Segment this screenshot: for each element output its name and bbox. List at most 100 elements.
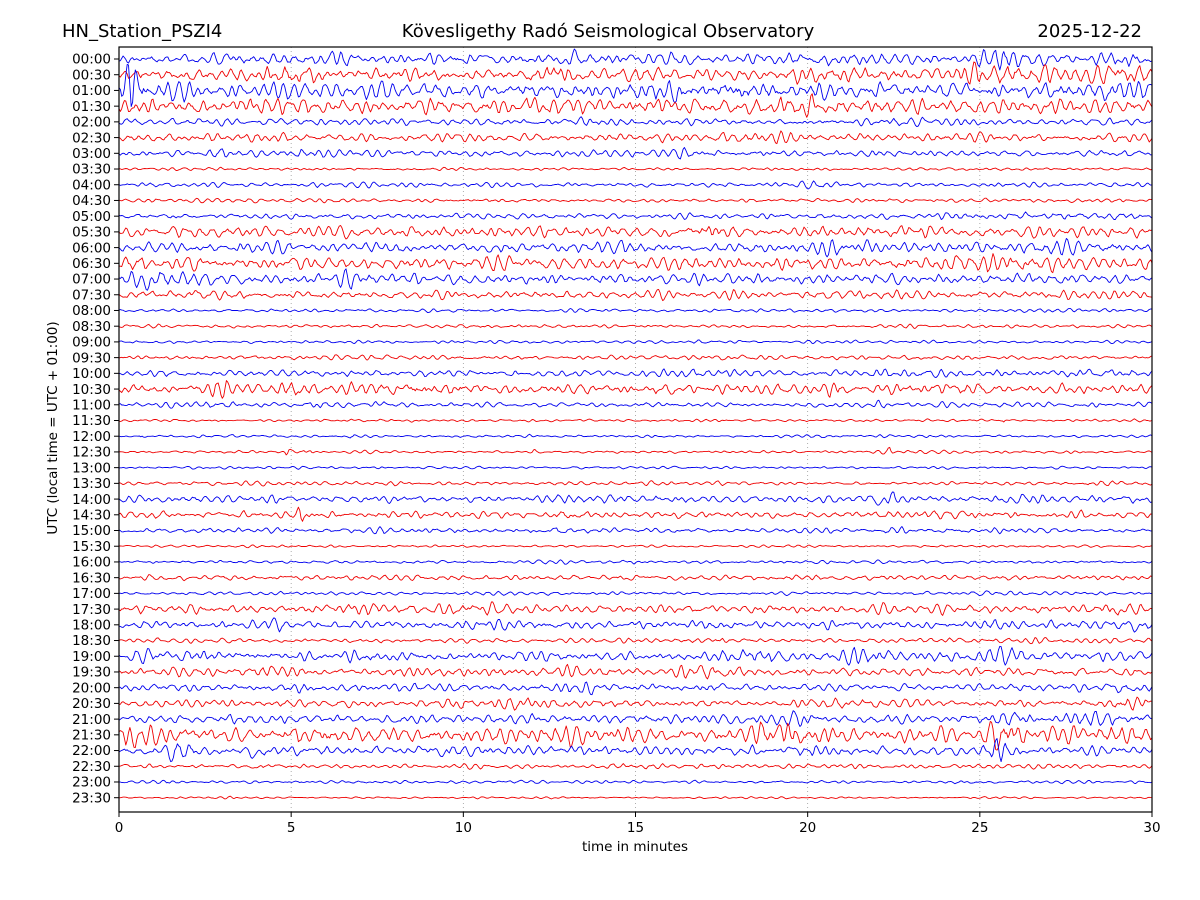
- trace-16:30: [118, 574, 1153, 582]
- row-label-12:30: 12:30: [72, 445, 111, 461]
- x-tick-label-25: 25: [971, 820, 988, 836]
- trace-03:00: [118, 147, 1153, 160]
- row-label-04:30: 04:30: [72, 193, 111, 209]
- row-label-22:00: 22:00: [72, 743, 111, 759]
- trace-18:30: [118, 637, 1153, 645]
- row-label-00:00: 00:00: [72, 52, 111, 68]
- row-label-21:30: 21:30: [72, 728, 111, 744]
- row-label-08:00: 08:00: [72, 303, 111, 319]
- row-label-11:30: 11:30: [72, 413, 111, 429]
- trace-22:30: [118, 763, 1153, 770]
- plot-frame: [118, 46, 1153, 813]
- x-tick-label-0: 0: [115, 820, 124, 836]
- trace-12:00: [118, 433, 1153, 439]
- trace-05:00: [118, 211, 1153, 220]
- row-label-15:30: 15:30: [72, 539, 111, 555]
- row-label-10:00: 10:00: [72, 366, 111, 382]
- trace-23:00: [118, 779, 1153, 785]
- trace-01:00: [118, 63, 1153, 107]
- row-label-10:30: 10:30: [72, 382, 111, 398]
- x-axis-label: time in minutes: [582, 839, 688, 855]
- trace-11:30: [118, 418, 1153, 423]
- trace-18:00: [118, 617, 1153, 633]
- row-label-08:30: 08:30: [72, 319, 111, 335]
- trace-08:30: [118, 323, 1153, 329]
- row-label-23:00: 23:00: [72, 775, 111, 791]
- x-tick-label-15: 15: [627, 820, 644, 836]
- trace-04:00: [118, 180, 1153, 190]
- trace-22:00: [118, 738, 1153, 763]
- row-label-12:00: 12:00: [72, 429, 111, 445]
- axis-layer: 0 5 10 15 20 25 30 00:0000:3001:0001:3002:0002:…: [72, 46, 1161, 836]
- trace-08:00: [118, 307, 1153, 313]
- x-tick-label-5: 5: [287, 820, 296, 836]
- trace-13:00: [118, 465, 1153, 470]
- trace-14:00: [118, 491, 1153, 506]
- x-tick-label-30: 30: [1143, 820, 1160, 836]
- trace-07:00: [118, 268, 1153, 291]
- x-tick-label-10: 10: [455, 820, 472, 836]
- trace-00:30: [118, 61, 1153, 85]
- row-label-19:30: 19:30: [72, 665, 111, 681]
- row-label-06:00: 06:00: [72, 240, 111, 256]
- trace-06:00: [118, 237, 1153, 258]
- trace-03:30: [118, 166, 1153, 172]
- row-label-05:30: 05:30: [72, 225, 111, 241]
- trace-17:00: [118, 590, 1153, 597]
- trace-layer: [118, 48, 1153, 800]
- row-label-13:00: 13:00: [72, 460, 111, 476]
- row-label-16:00: 16:00: [72, 555, 111, 571]
- y-axis-label: UTC (local time = UTC + 01:00): [45, 321, 61, 534]
- row-label-07:30: 07:30: [72, 287, 111, 303]
- trace-19:30: [118, 663, 1153, 680]
- row-label-17:00: 17:00: [72, 586, 111, 602]
- row-label-13:30: 13:30: [72, 476, 111, 492]
- trace-01:30: [118, 93, 1153, 118]
- trace-09:30: [118, 354, 1153, 361]
- observatory-title: Kövesligethy Radó Seismological Observat…: [402, 21, 815, 42]
- row-label-09:00: 09:00: [72, 335, 111, 351]
- row-label-18:00: 18:00: [72, 618, 111, 634]
- row-label-00:30: 00:30: [72, 67, 111, 83]
- trace-05:30: [118, 225, 1153, 240]
- trace-15:30: [118, 544, 1153, 549]
- trace-16:00: [118, 559, 1153, 565]
- trace-21:30: [118, 721, 1153, 751]
- row-label-22:30: 22:30: [72, 759, 111, 775]
- row-label-21:00: 21:00: [72, 712, 111, 728]
- row-label-17:30: 17:30: [72, 602, 111, 618]
- trace-10:30: [118, 380, 1153, 399]
- trace-10:00: [118, 368, 1153, 379]
- trace-04:30: [118, 197, 1153, 204]
- row-label-19:00: 19:00: [72, 649, 111, 665]
- station-title: HN_Station_PSZI4: [62, 21, 222, 42]
- trace-21:00: [118, 710, 1153, 727]
- trace-14:30: [118, 506, 1153, 522]
- row-label-16:30: 16:30: [72, 570, 111, 586]
- row-label-11:00: 11:00: [72, 397, 111, 413]
- trace-15:00: [118, 526, 1153, 535]
- row-label-01:00: 01:00: [72, 83, 111, 99]
- trace-12:30: [118, 446, 1153, 456]
- row-label-09:30: 09:30: [72, 350, 111, 366]
- trace-02:00: [118, 116, 1153, 128]
- row-label-06:30: 06:30: [72, 256, 111, 272]
- row-label-20:30: 20:30: [72, 696, 111, 712]
- row-label-18:30: 18:30: [72, 633, 111, 649]
- trace-17:30: [118, 601, 1153, 616]
- row-label-05:00: 05:00: [72, 209, 111, 225]
- row-label-20:00: 20:00: [72, 680, 111, 696]
- date-title: 2025-12-22: [1037, 21, 1142, 42]
- trace-20:30: [118, 696, 1153, 711]
- trace-23:30: [118, 795, 1153, 800]
- row-label-15:00: 15:00: [72, 523, 111, 539]
- row-label-04:00: 04:00: [72, 177, 111, 193]
- trace-20:00: [118, 681, 1153, 696]
- row-label-02:30: 02:30: [72, 130, 111, 146]
- grid-layer: [290, 47, 981, 812]
- trace-06:30: [118, 253, 1153, 274]
- row-label-02:00: 02:00: [72, 115, 111, 131]
- trace-00:00: [118, 48, 1153, 71]
